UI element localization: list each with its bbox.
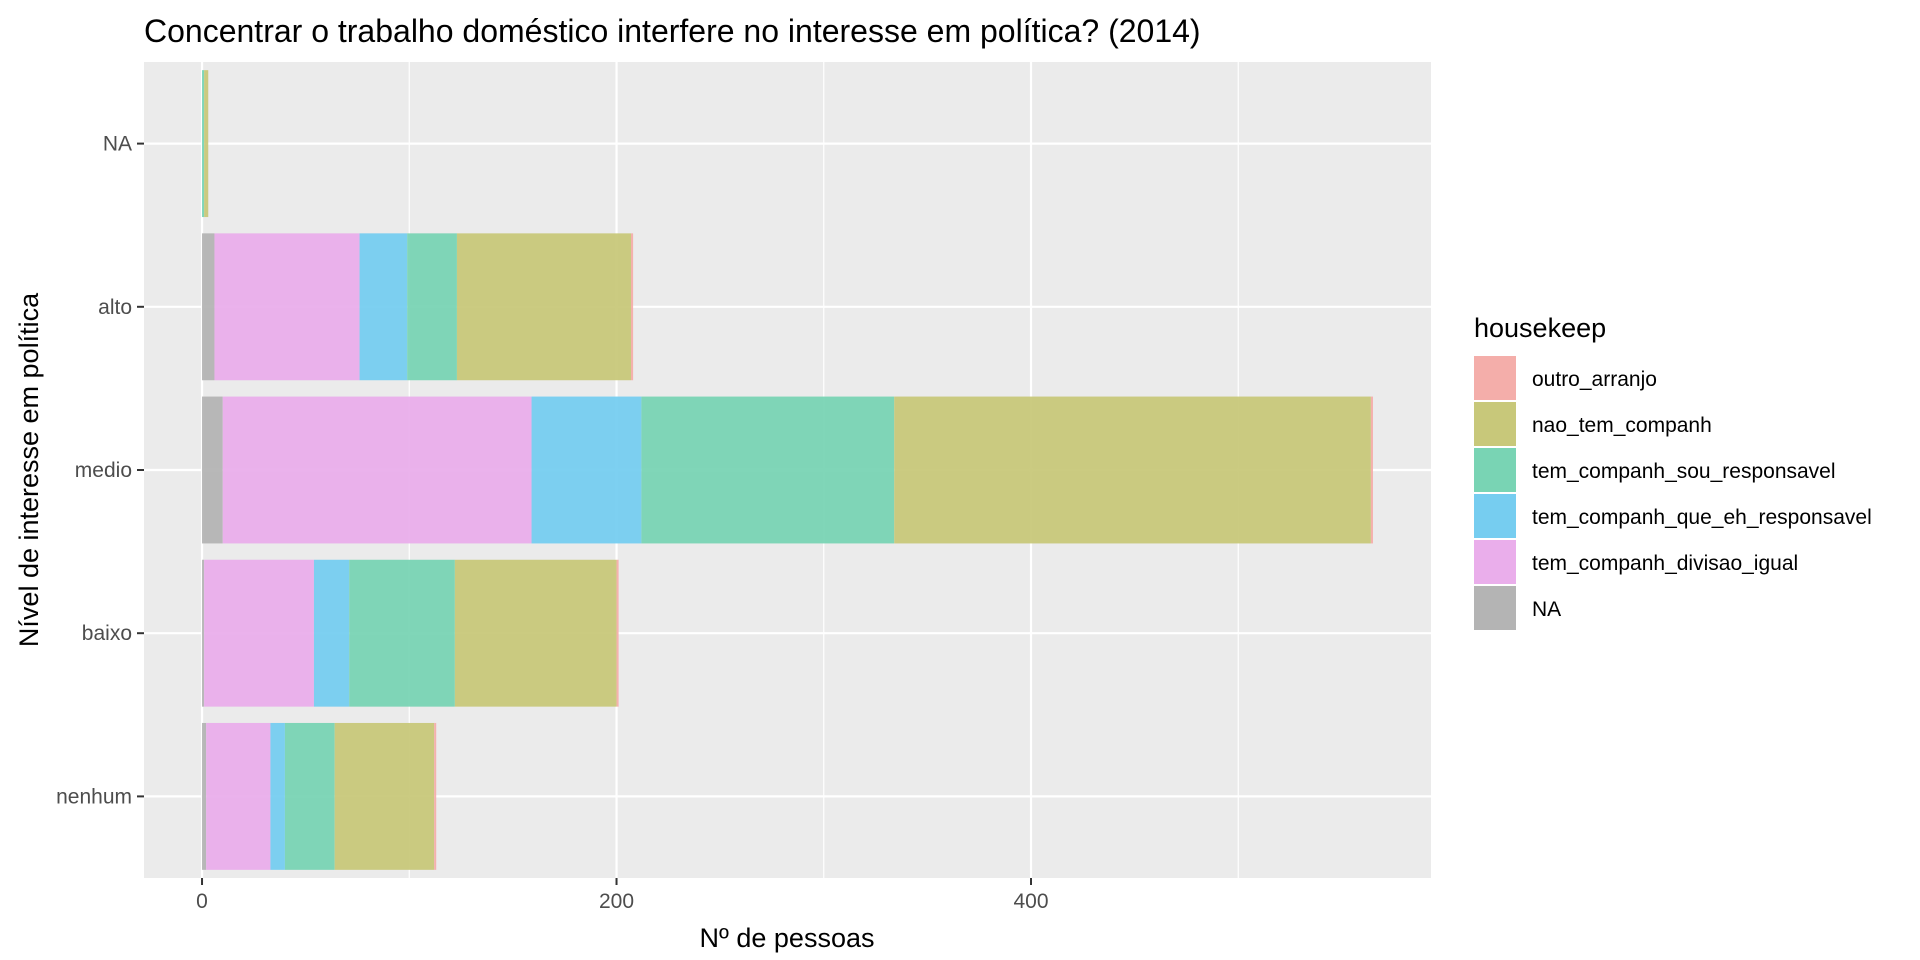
- bar-segment: [270, 722, 285, 870]
- bar-segment: [204, 559, 314, 707]
- bar-segment: [202, 396, 223, 544]
- bar-segment: [434, 722, 437, 870]
- bar-segment: [359, 233, 408, 381]
- y-tick-label: baixo: [82, 622, 132, 645]
- legend-key: [1474, 494, 1516, 538]
- chart-title: Concentrar o trabalho doméstico interfer…: [144, 13, 1201, 49]
- x-axis-title: Nº de pessoas: [700, 923, 875, 953]
- bar-segment: [407, 233, 457, 381]
- legend-title: housekeep: [1474, 313, 1606, 343]
- legend-label: NA: [1532, 598, 1561, 621]
- legend-label: tem_companh_que_eh_responsavel: [1532, 506, 1872, 529]
- legend-key: [1474, 586, 1516, 630]
- bar-segment: [1370, 396, 1373, 544]
- legend: housekeep outro_arranjo nao_tem_companhte…: [1474, 313, 1872, 630]
- legend-key: [1474, 356, 1516, 400]
- bar-segment: [616, 559, 619, 707]
- bar-segment: [641, 396, 895, 544]
- legend-key: [1474, 540, 1516, 584]
- bar-segment: [202, 559, 205, 707]
- axes: 0 200 400 nenhum baixo medio alto NA: [56, 133, 1048, 913]
- legend-label: outro_arranjo: [1532, 368, 1657, 391]
- y-tick-label: nenhum: [56, 785, 132, 808]
- bar-segment: [214, 233, 360, 381]
- y-tick-label: alto: [98, 296, 132, 319]
- legend-label: tem_companh_divisao_igual: [1532, 552, 1798, 575]
- bar-segment: [202, 70, 205, 218]
- bar-segment: [454, 559, 617, 707]
- x-tick-label: 0: [196, 890, 208, 913]
- bar-segment: [206, 722, 271, 870]
- legend-key: [1474, 448, 1516, 492]
- bar-segment: [894, 396, 1371, 544]
- y-tick-label: medio: [75, 459, 132, 482]
- bar-segment: [456, 233, 632, 381]
- y-tick-label: NA: [103, 133, 132, 156]
- bar-segment: [349, 559, 455, 707]
- bar-segment: [202, 233, 215, 381]
- y-axis-title: Nível de interesse em política: [14, 292, 44, 647]
- bar-segment: [284, 722, 335, 870]
- legend-key: [1474, 402, 1516, 446]
- bars: [202, 70, 1373, 870]
- bar-segment: [222, 396, 532, 544]
- bar-segment: [631, 233, 634, 381]
- bar-segment: [313, 559, 350, 707]
- bar-segment: [334, 722, 435, 870]
- x-tick-label: 400: [1013, 890, 1048, 913]
- bar-segment: [204, 70, 209, 218]
- legend-label: tem_companh_sou_responsavel: [1532, 460, 1836, 483]
- bar-segment: [202, 722, 207, 870]
- x-tick-label: 200: [599, 890, 634, 913]
- legend-label: nao_tem_companh: [1532, 414, 1712, 437]
- bar-segment: [531, 396, 642, 544]
